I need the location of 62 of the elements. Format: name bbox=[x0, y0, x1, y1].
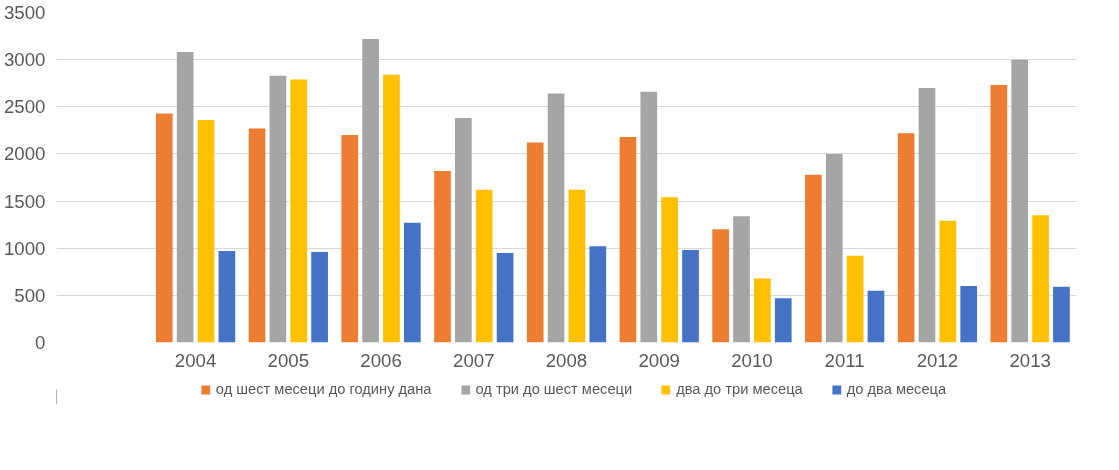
bar bbox=[404, 222, 421, 343]
bar bbox=[939, 220, 957, 343]
bar bbox=[290, 79, 308, 343]
y-tick-label: 1500 bbox=[4, 190, 46, 212]
y-tick-label: 1000 bbox=[4, 237, 46, 259]
y-tick-label: 0 bbox=[35, 332, 46, 353]
bar bbox=[197, 119, 215, 343]
y-tick-label: 3000 bbox=[4, 49, 46, 71]
bar bbox=[589, 246, 607, 343]
bar bbox=[496, 252, 514, 343]
bar bbox=[269, 75, 287, 343]
x-tick-label: 2012 bbox=[916, 349, 959, 371]
bar bbox=[774, 298, 792, 343]
x-tick-label: 2007 bbox=[453, 349, 495, 371]
y-tick-label: 2000 bbox=[4, 143, 46, 165]
y-tick-label: 3500 bbox=[4, 2, 46, 23]
bar bbox=[434, 170, 451, 343]
bar bbox=[825, 153, 843, 343]
bar bbox=[846, 255, 864, 343]
bar bbox=[341, 135, 359, 343]
bar bbox=[547, 93, 565, 343]
legend-label: од шест месеци до годину дана bbox=[215, 381, 432, 397]
bar bbox=[619, 136, 637, 343]
bar bbox=[1053, 286, 1070, 343]
bar bbox=[1011, 59, 1029, 343]
x-tick-label: 2011 bbox=[824, 349, 865, 371]
y-tick-label: 500 bbox=[14, 284, 46, 306]
legend-label: од три до шест месеци bbox=[475, 381, 633, 397]
bar bbox=[733, 216, 750, 343]
bar bbox=[568, 189, 586, 343]
bar bbox=[455, 118, 472, 343]
bar bbox=[805, 174, 822, 343]
bar bbox=[362, 38, 379, 343]
bar bbox=[661, 197, 678, 343]
bar bbox=[712, 229, 729, 343]
bar bbox=[311, 251, 328, 343]
x-tick-label: 2006 bbox=[360, 349, 402, 371]
bar bbox=[960, 285, 978, 343]
bar bbox=[640, 91, 658, 343]
bar bbox=[248, 128, 266, 343]
bar bbox=[1032, 215, 1049, 343]
legend-label: два до три месеца bbox=[676, 381, 803, 397]
bar bbox=[383, 74, 400, 343]
x-tick-label: 2004 bbox=[174, 349, 217, 371]
bar bbox=[897, 133, 915, 343]
x-tick-label: 2010 bbox=[731, 349, 773, 371]
bar bbox=[218, 251, 236, 343]
legend-label: до два месеца bbox=[846, 381, 947, 397]
y-tick-label: 2500 bbox=[4, 96, 46, 118]
bar bbox=[682, 250, 699, 343]
x-tick-label: 2008 bbox=[545, 349, 588, 371]
bar bbox=[176, 52, 194, 343]
bar bbox=[475, 189, 493, 343]
bar bbox=[526, 142, 544, 343]
bar bbox=[754, 278, 771, 343]
x-tick-label: 2013 bbox=[1009, 349, 1051, 371]
bar bbox=[918, 87, 936, 343]
bar bbox=[155, 113, 173, 343]
bar bbox=[867, 290, 885, 343]
bar bbox=[990, 85, 1008, 343]
x-tick-label: 2009 bbox=[638, 349, 680, 371]
x-tick-label: 2005 bbox=[267, 349, 310, 371]
